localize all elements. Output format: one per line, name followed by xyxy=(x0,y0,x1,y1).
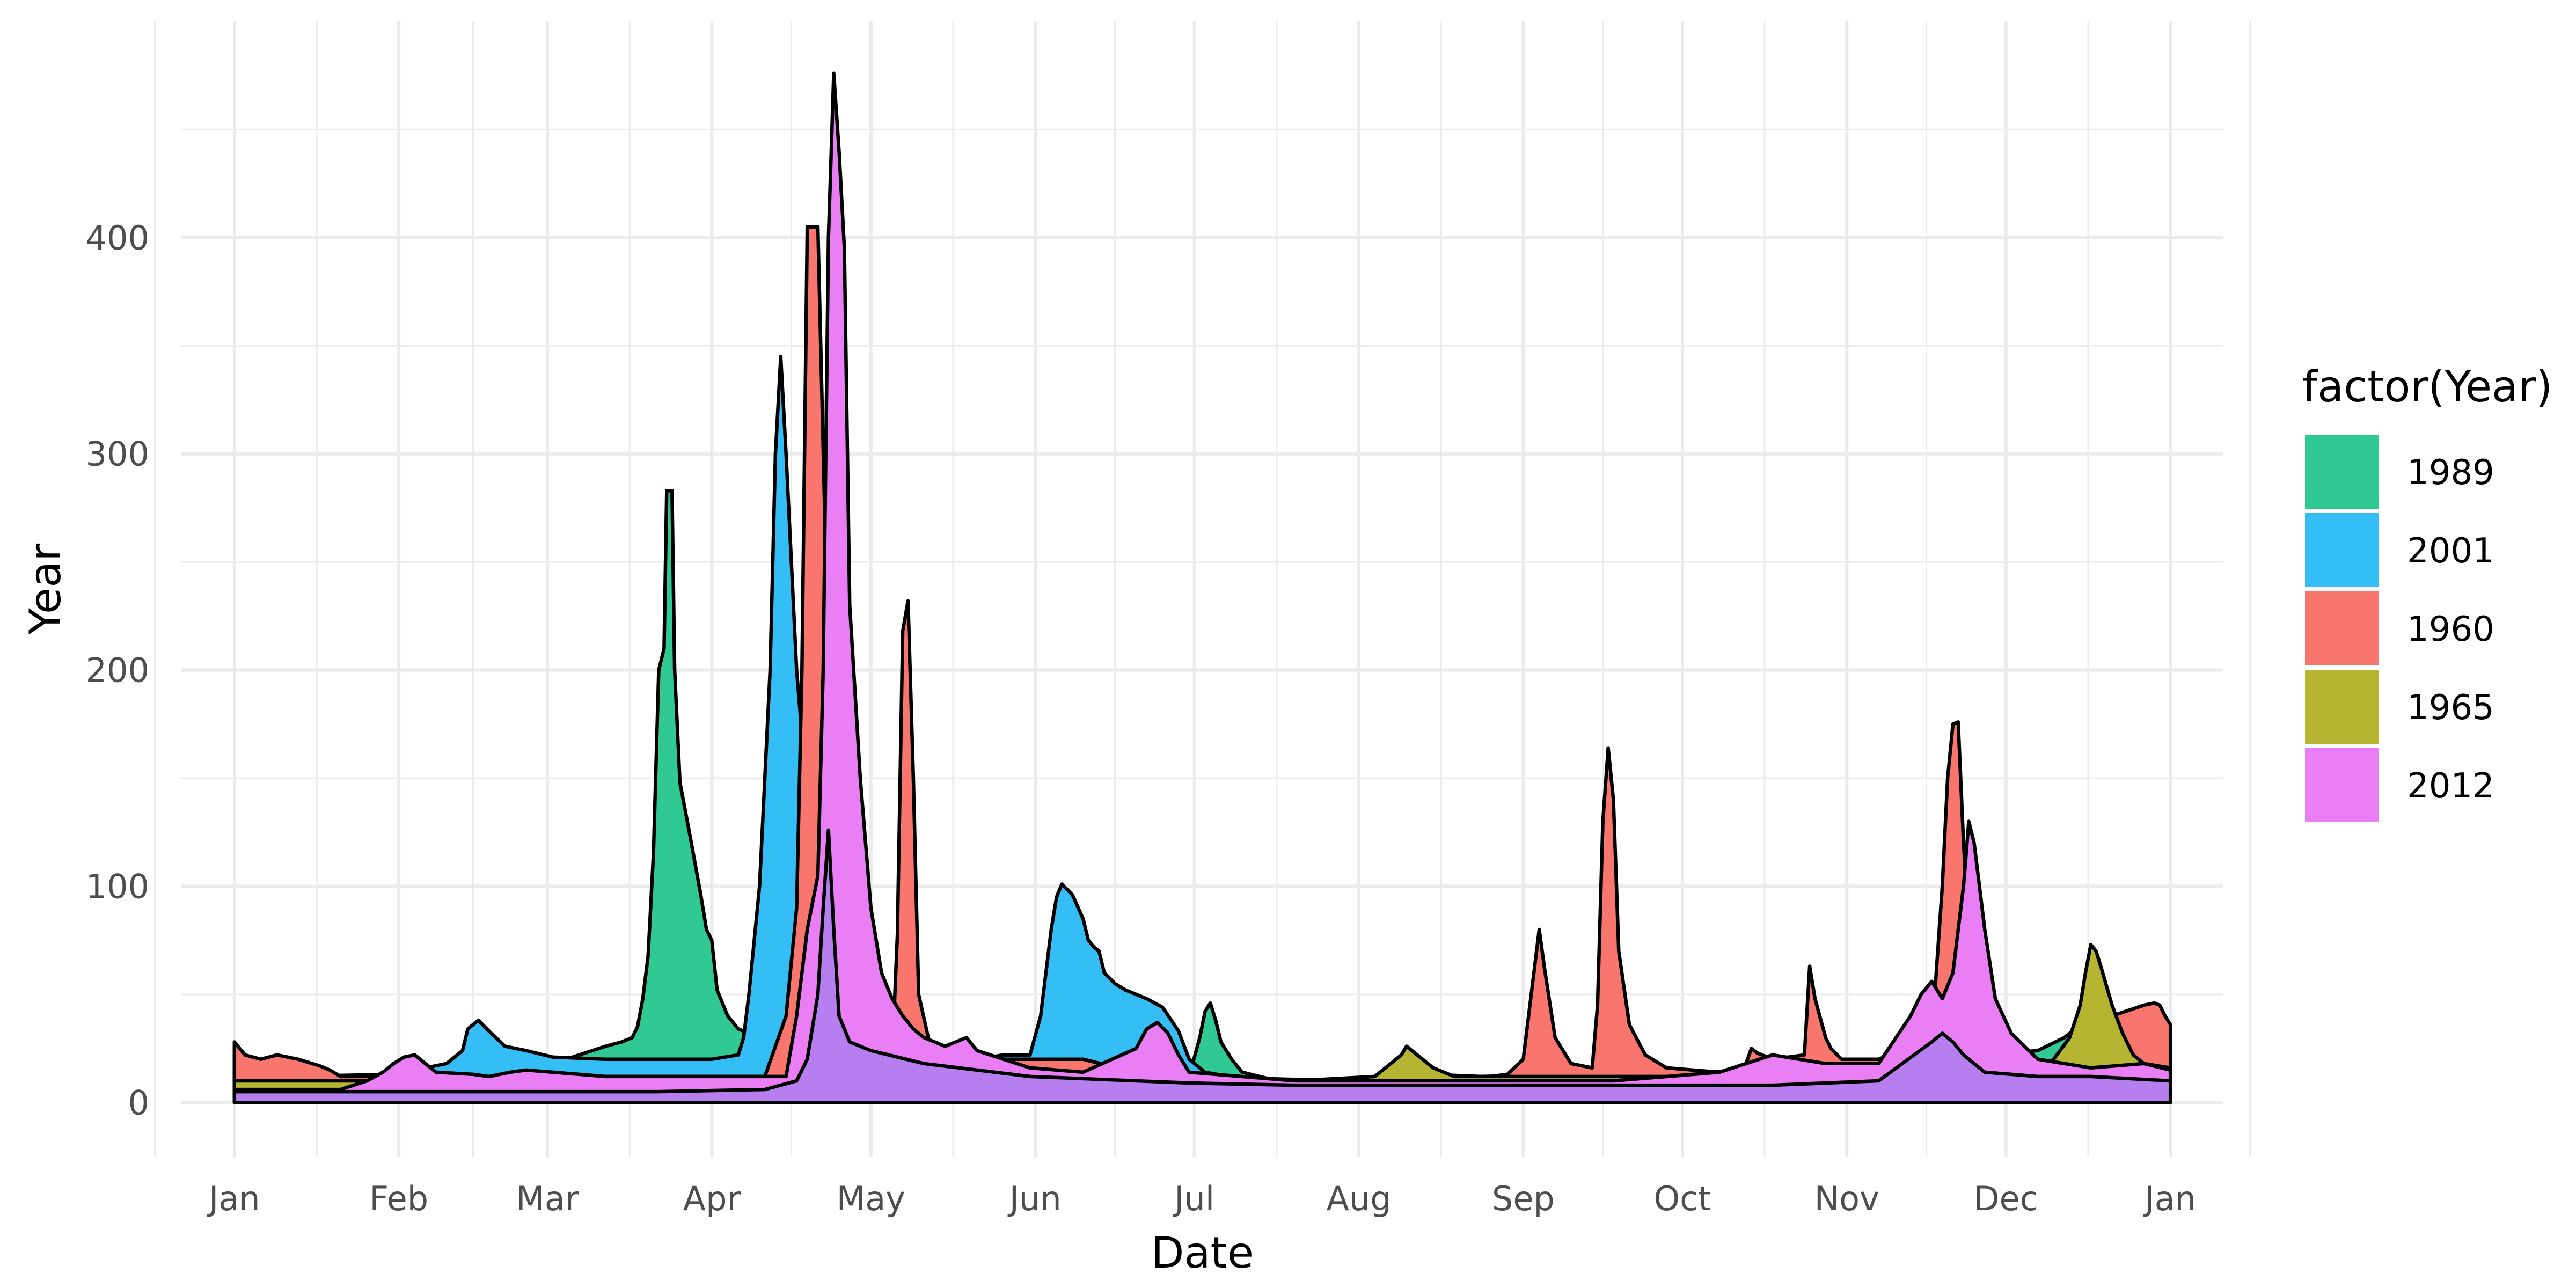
legend-swatch xyxy=(2305,591,2379,665)
y-tick-labels: 0 100 200 300 400 xyxy=(86,218,149,1122)
x-tick-label: Feb xyxy=(369,1179,428,1218)
x-tick-label: Mar xyxy=(516,1179,579,1218)
legend-label: 2001 xyxy=(2407,531,2494,571)
x-tick-labels: Jan Feb Mar Apr May Jun Jul Aug Sep Oct Nov Dec Jan xyxy=(207,1179,2196,1218)
x-tick-label: Nov xyxy=(1814,1179,1879,1218)
y-tick-label: 100 xyxy=(86,867,149,906)
legend-label: 1965 xyxy=(2407,688,2494,728)
x-tick-label: Sep xyxy=(1492,1179,1555,1218)
area-series-1989 xyxy=(232,488,2172,1104)
y-tick-label: 300 xyxy=(86,435,149,474)
legend: factor(Year) 1989 2001 1960 1965 2012 xyxy=(2302,362,2552,822)
x-axis-title: Date xyxy=(1151,1228,1254,1278)
area-series xyxy=(232,71,2172,1104)
major-gridlines xyxy=(181,21,2223,1157)
legend-title: factor(Year) xyxy=(2302,362,2552,412)
y-axis-title: Year xyxy=(20,544,70,635)
legend-swatch xyxy=(2305,670,2379,744)
x-tick-label: Apr xyxy=(683,1179,741,1218)
y-tick-label: 200 xyxy=(86,651,149,690)
x-tick-label: Jun xyxy=(1007,1179,1062,1218)
legend-label: 1960 xyxy=(2407,610,2494,649)
legend-swatch xyxy=(2305,748,2379,822)
x-tick-label: Jan xyxy=(2142,1179,2196,1218)
x-tick-label: May xyxy=(837,1179,905,1218)
legend-swatch xyxy=(2305,513,2379,587)
x-tick-label: Dec xyxy=(1974,1179,2038,1218)
legend-label: 2012 xyxy=(2407,766,2494,806)
x-tick-label: Oct xyxy=(1653,1179,1711,1218)
legend-swatch xyxy=(2305,435,2379,509)
y-tick-label: 400 xyxy=(86,218,149,258)
area-series-series-6 xyxy=(232,828,2172,1104)
x-tick-label: Jan xyxy=(207,1179,260,1218)
x-tick-label: Jul xyxy=(1172,1179,1214,1218)
x-tick-label: Aug xyxy=(1327,1179,1392,1218)
area-series-2001 xyxy=(232,355,2172,1104)
area-series-1960 xyxy=(232,225,2172,1104)
legend-label: 1989 xyxy=(2407,453,2494,493)
minor-gridlines xyxy=(154,21,2251,1157)
area-series-2012 xyxy=(232,71,2172,1104)
y-tick-label: 0 xyxy=(128,1083,149,1122)
